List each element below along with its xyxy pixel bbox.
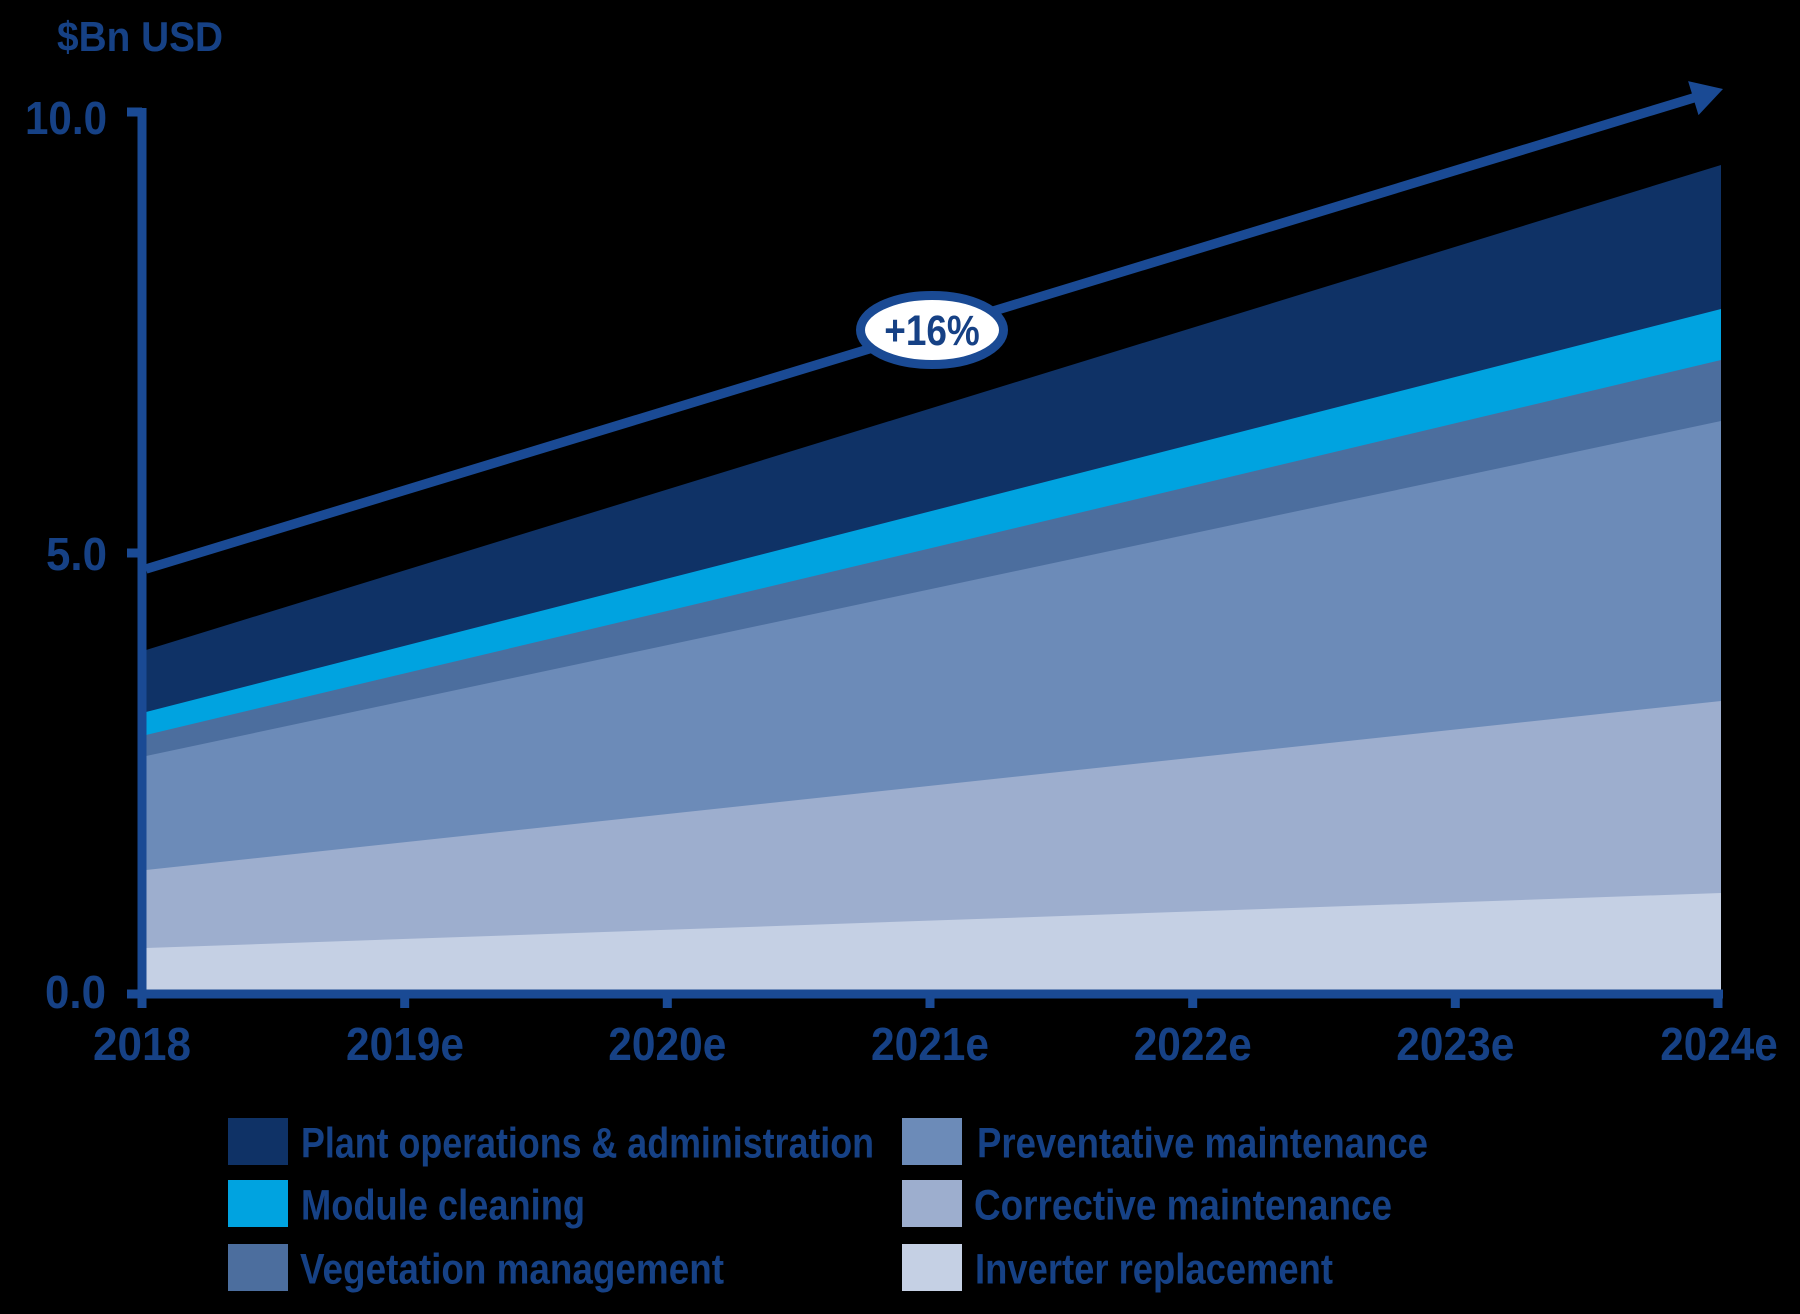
svg-text:Vegetation management: Vegetation management [300,1246,724,1294]
svg-text:2018: 2018 [93,1018,191,1070]
svg-text:Preventative maintenance: Preventative maintenance [977,1120,1428,1168]
svg-text:$Bn USD: $Bn USD [57,13,223,60]
svg-text:2023e: 2023e [1396,1018,1514,1070]
svg-text:2019e: 2019e [346,1018,464,1070]
svg-text:+16%: +16% [884,307,980,355]
svg-text:2021e: 2021e [871,1018,989,1070]
svg-text:Corrective maintenance: Corrective maintenance [974,1182,1392,1230]
svg-text:Plant operations & administrat: Plant operations & administration [301,1120,874,1168]
svg-text:2020e: 2020e [608,1018,726,1070]
svg-text:2024e: 2024e [1660,1018,1778,1070]
svg-text:Inverter replacement: Inverter replacement [975,1246,1333,1294]
svg-text:0.0: 0.0 [45,966,106,1018]
svg-text:10.0: 10.0 [25,92,107,144]
svg-text:Module cleaning: Module cleaning [301,1182,585,1230]
svg-text:5.0: 5.0 [46,528,107,580]
svg-text:2022e: 2022e [1134,1018,1252,1070]
